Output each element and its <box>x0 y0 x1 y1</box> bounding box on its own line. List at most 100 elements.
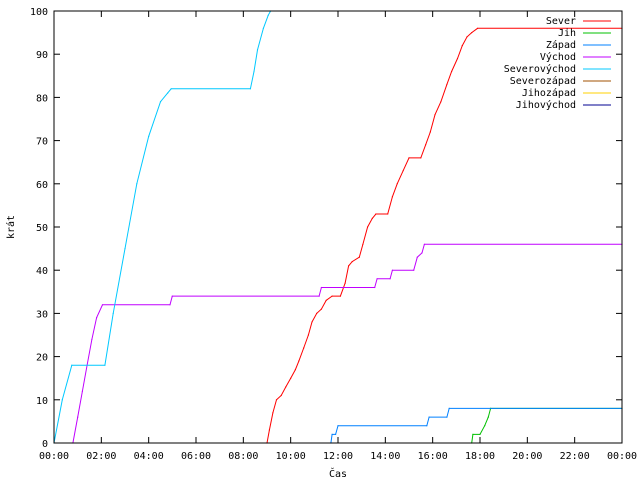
data-point <box>307 334 309 336</box>
y-tick-label: 80 <box>36 93 48 104</box>
y-tick-label: 70 <box>36 137 48 148</box>
data-point <box>124 248 126 250</box>
data-point <box>339 295 341 297</box>
legend-label: Západ <box>546 39 576 51</box>
data-point <box>167 92 169 94</box>
data-point <box>448 407 450 409</box>
legend-label: Severovýchod <box>504 63 576 75</box>
y-tick-label: 20 <box>36 353 48 364</box>
data-point <box>348 265 350 267</box>
data-point <box>331 295 333 297</box>
data-point <box>479 433 481 435</box>
data-point <box>318 295 320 297</box>
x-tick-label: 08:00 <box>228 451 258 462</box>
legend-label: Jihovýchod <box>516 99 576 111</box>
data-point <box>391 269 393 271</box>
x-tick-label: 20:00 <box>512 451 542 462</box>
data-point <box>316 312 318 314</box>
data-point <box>423 243 425 245</box>
legend-label: Jihozápad <box>522 87 576 99</box>
x-tick-label: 06:00 <box>181 451 211 462</box>
x-tick-label: 16:00 <box>418 451 448 462</box>
data-point <box>434 114 436 116</box>
data-point <box>487 416 489 418</box>
data-point <box>446 416 448 418</box>
axes: 00:00 02:00 04:00 06:00 08:00 10:00 12:00 14:00… <box>30 7 637 462</box>
data-point <box>374 286 376 289</box>
data-point <box>461 45 463 47</box>
data-point <box>311 321 313 323</box>
data-point <box>96 317 98 319</box>
y-tick-label: 50 <box>36 223 48 234</box>
data-point <box>331 433 333 435</box>
data-point <box>267 14 269 16</box>
data-point <box>389 278 391 280</box>
x-tick-label: 22:00 <box>560 451 590 462</box>
y-tick-label: 10 <box>36 396 48 407</box>
data-point <box>472 433 474 435</box>
data-point <box>429 131 431 133</box>
data-point <box>387 213 389 215</box>
series-layer <box>53 10 623 444</box>
data-point <box>425 144 427 146</box>
data-point <box>484 425 486 427</box>
data-point <box>61 399 63 401</box>
data-point <box>358 256 360 258</box>
data-point <box>337 425 339 427</box>
legend: SeverJihZápadVýchodSeverovýchodSeverozáp… <box>504 16 611 111</box>
data-point <box>249 88 251 90</box>
data-point <box>477 27 479 29</box>
data-point <box>159 101 162 103</box>
data-point <box>148 135 150 137</box>
data-point <box>456 57 459 60</box>
data-point <box>362 243 364 245</box>
data-point <box>253 70 255 73</box>
data-point <box>420 157 422 159</box>
data-point <box>280 394 282 397</box>
x-tick-label: 14:00 <box>370 451 400 462</box>
data-point <box>402 170 404 172</box>
plot-frame <box>53 10 623 444</box>
data-point <box>320 308 322 310</box>
data-point <box>272 412 274 414</box>
data-point <box>268 429 270 431</box>
x-tick-label: 04:00 <box>134 451 164 462</box>
x-tick-label: 18:00 <box>465 451 495 462</box>
y-tick-label: 40 <box>36 266 48 277</box>
x-axis-label: Čas <box>329 467 347 480</box>
data-point <box>413 269 415 271</box>
y-tick-label: 0 <box>42 439 48 450</box>
y-tick-label: 100 <box>30 7 48 18</box>
data-point <box>285 386 287 388</box>
x-tick-label: 00:00 <box>607 451 637 462</box>
data-point <box>298 360 300 362</box>
data-point <box>290 377 292 379</box>
series-line-3 <box>72 243 622 444</box>
data-point <box>104 364 106 366</box>
data-point <box>91 338 93 340</box>
data-point <box>396 183 398 185</box>
data-point <box>408 157 410 159</box>
data-point <box>294 369 296 371</box>
data-point <box>421 252 423 254</box>
data-point <box>426 425 428 427</box>
x-tick-label: 12:00 <box>323 451 353 462</box>
data-point <box>446 83 448 85</box>
y-tick-label: 90 <box>36 50 48 61</box>
data-point <box>136 183 138 185</box>
y-tick-label: 30 <box>36 309 48 320</box>
data-point <box>303 347 305 349</box>
data-point <box>81 390 83 392</box>
data-point <box>367 226 369 228</box>
legend-label: Severozápad <box>510 75 576 87</box>
legend-label: Sever <box>546 16 576 27</box>
data-point <box>428 416 430 418</box>
data-point <box>77 416 79 418</box>
x-tick-label: 00:00 <box>39 451 69 462</box>
legend-label: Jih <box>558 28 576 39</box>
x-tick-label: 10:00 <box>276 451 306 462</box>
y-axis-label: krát <box>5 215 17 239</box>
data-point <box>262 27 264 29</box>
